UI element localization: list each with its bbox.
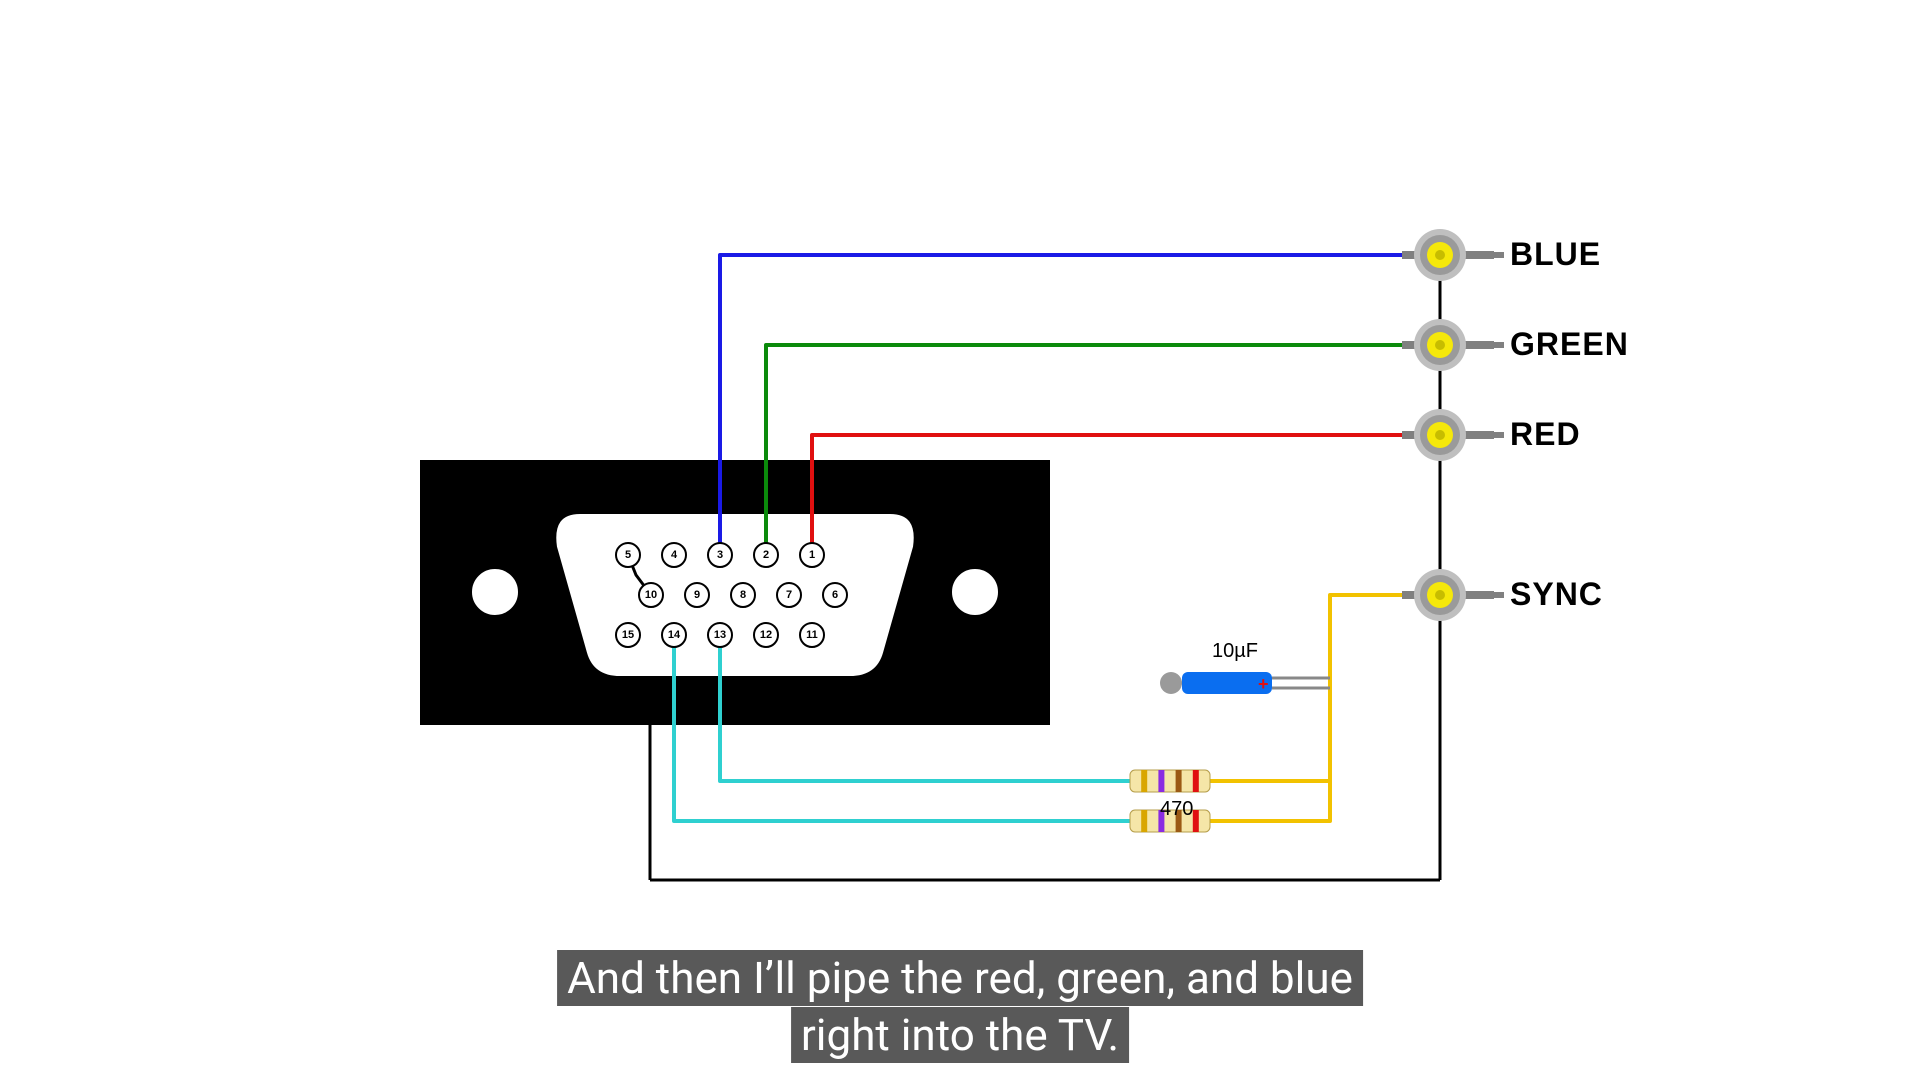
caption-line1: And then I’ll pipe the red, green, and b… [557,950,1363,1006]
svg-text:8: 8 [740,589,746,601]
svg-text:15: 15 [622,629,634,641]
svg-text:5: 5 [625,549,631,561]
svg-text:13: 13 [714,629,726,641]
svg-text:9: 9 [694,589,700,601]
jack-label-green: GREEN [1510,326,1629,363]
capacitor-label: 10µF [1212,640,1258,663]
caption: And then I’ll pipe the red, green, and b… [557,950,1363,1064]
svg-text:12: 12 [760,629,772,641]
svg-text:11: 11 [806,629,818,641]
svg-text:2: 2 [763,549,769,561]
svg-text:14: 14 [668,629,681,641]
svg-text:+: + [1258,674,1269,694]
diagram-svg: +123456789101112131415 [0,0,1920,1080]
jack-label-red: RED [1510,416,1581,453]
svg-text:3: 3 [717,549,723,561]
resistor-label: 470 [1160,798,1193,821]
jack-label-blue: BLUE [1510,236,1601,273]
diagram-stage: +123456789101112131415 BLUE GREEN RED SY… [0,0,1920,1080]
svg-text:1: 1 [809,549,815,561]
svg-text:10: 10 [645,589,657,601]
svg-text:4: 4 [671,549,678,561]
caption-line2: right into the TV. [791,1007,1129,1063]
svg-text:6: 6 [832,589,838,601]
jack-label-sync: SYNC [1510,576,1603,613]
svg-text:7: 7 [786,589,792,601]
